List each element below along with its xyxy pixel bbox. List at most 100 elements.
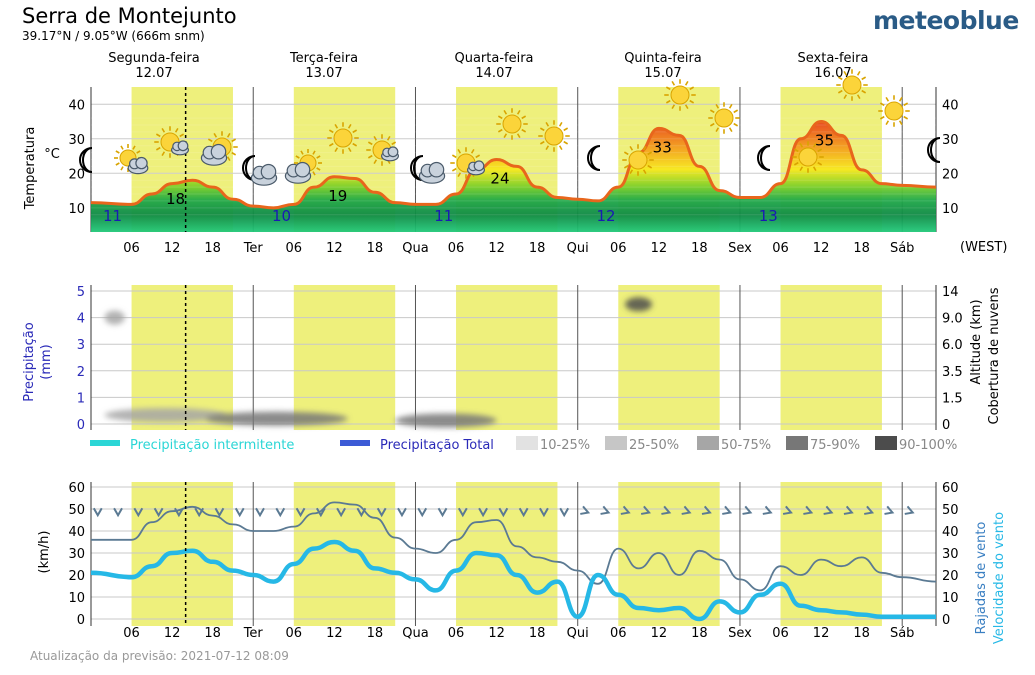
day-tick-label: Sex <box>728 626 752 641</box>
day-date: 16.07 <box>814 66 852 81</box>
y2-tick-label: 0 <box>942 613 950 628</box>
wind-direction-arrow <box>478 507 488 518</box>
sun-ray <box>161 151 166 157</box>
wind-speed-line <box>90 539 936 622</box>
y2-tick-label: 9.0 <box>942 312 963 327</box>
sun-ray <box>457 172 462 178</box>
cloud-icon <box>127 156 149 175</box>
sun-ray <box>733 109 739 114</box>
sun-ray <box>328 129 334 134</box>
hour-tick-label: 18 <box>691 241 708 256</box>
sun-ray <box>812 166 817 172</box>
sun-ray <box>120 166 124 171</box>
daylight-band <box>456 285 558 430</box>
sun-ray <box>226 132 231 138</box>
sun-ray <box>334 147 339 153</box>
y2-tick-label: 30 <box>942 547 959 562</box>
sun-icon <box>664 79 696 111</box>
arrow-head <box>356 507 367 518</box>
sun-icon <box>792 141 824 173</box>
wind-direction-arrow <box>295 507 306 518</box>
wind-direction-arrow <box>457 507 468 518</box>
legend-total: Precipitação Total <box>380 438 494 453</box>
sun-ray <box>207 138 213 143</box>
sun-ray <box>347 147 352 153</box>
day-name: Segunda-feira <box>108 51 200 66</box>
brand-logo[interactable]: meteoblue <box>873 6 1019 35</box>
y-tick-label: 3 <box>77 338 85 353</box>
cloud-cover-patch <box>625 297 653 312</box>
wind-direction-arrow <box>681 505 692 515</box>
sun-disc <box>544 126 564 146</box>
day-tick-label: Sáb <box>890 626 914 641</box>
sun-ray <box>231 151 237 156</box>
y2-tick-label: 30 <box>942 133 959 148</box>
daylight-band <box>293 482 396 626</box>
cloud-puff <box>387 146 399 158</box>
legend-cloud-75-swatch <box>786 436 808 450</box>
daylight-band <box>131 285 233 430</box>
y2-tick-label: 40 <box>942 98 959 113</box>
sun-ray <box>352 129 358 134</box>
wind-direction-arrow <box>498 507 509 518</box>
sun-ray <box>334 123 339 129</box>
min-temperature-label: 13 <box>759 207 778 225</box>
arrow-head <box>417 507 428 518</box>
wind-direction-arrow <box>133 507 144 518</box>
hour-tick-label: 06 <box>448 241 465 256</box>
y2-tick-label: 20 <box>942 569 959 584</box>
gust-line <box>91 501 937 592</box>
sun-ray <box>545 145 550 151</box>
arrow-head <box>884 505 895 515</box>
wind-chart: 0 10 20 30 40 50 60 0 10 20 30 40 50 60 06 12 18 Ter 06 12 1… <box>68 481 958 641</box>
hour-tick-label: 18 <box>204 241 221 256</box>
sun-ray <box>903 115 909 120</box>
gust-axis-title: Rajadas de vento <box>974 522 989 635</box>
legend-cloud-50-swatch <box>697 436 719 450</box>
arrow-head <box>113 507 123 518</box>
arrow-head <box>661 505 672 515</box>
max-temperature-label: 18 <box>166 190 185 208</box>
sun-disc <box>842 75 862 95</box>
arrow-head <box>681 505 692 515</box>
wind-direction-arrow <box>518 507 529 518</box>
hour-tick-label: 12 <box>813 241 830 256</box>
sun-ray <box>623 164 629 169</box>
wind-direction-arrow <box>843 505 854 515</box>
hour-tick-label: 18 <box>529 626 546 641</box>
day-date: 15.07 <box>644 66 682 81</box>
legend-cloud-10: 10-25% <box>540 438 590 453</box>
sun-ray <box>516 133 521 139</box>
timezone-label: (WEST) <box>960 240 1007 255</box>
wind-direction-arrow <box>153 507 164 518</box>
sun-ray <box>451 167 457 172</box>
sun-ray <box>642 169 647 175</box>
cloud-icon <box>418 161 446 184</box>
wind-direction-arrow <box>539 507 549 518</box>
y-tick-label: 0 <box>77 418 85 433</box>
hour-tick-label: 06 <box>286 241 303 256</box>
y-tick-label: 20 <box>68 167 85 182</box>
day-header-1: Segunda-feira 12.07 <box>79 51 229 81</box>
max-temperature-label: 35 <box>815 132 834 150</box>
daylight-band <box>293 285 396 430</box>
y-tick-label: 10 <box>68 202 85 217</box>
sun-ray <box>728 127 733 133</box>
sun-ray <box>861 76 867 81</box>
sun-ray <box>793 161 799 166</box>
sun-ray <box>155 146 161 151</box>
min-temperature-label: 12 <box>596 207 615 225</box>
wind-axis-unit: (km/h) <box>37 531 52 574</box>
sun-ray <box>733 122 739 127</box>
wind-direction-arrow <box>437 507 448 518</box>
min-temperature-label: 11 <box>434 207 453 225</box>
sun-ray <box>728 103 733 109</box>
day-name: Quarta-feira <box>454 51 534 66</box>
sun-ray <box>684 80 689 86</box>
cloud-icon <box>200 143 228 166</box>
sun-ray <box>328 142 334 147</box>
hour-tick-label: 06 <box>123 241 140 256</box>
wind-direction-arrow <box>214 507 225 518</box>
day-name: Quinta-feira <box>624 51 702 66</box>
